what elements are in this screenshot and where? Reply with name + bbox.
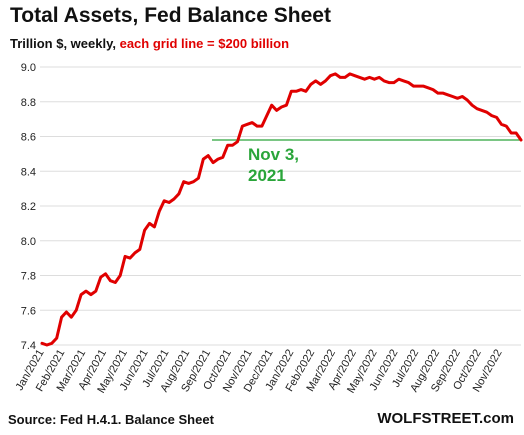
reference-label-line1: Nov 3, (248, 145, 299, 164)
y-tick-label: 8.4 (21, 166, 36, 178)
subtitle-prefix: Trillion $, weekly, (10, 36, 120, 51)
source-note: Source: Fed H.4.1. Balance Sheet (8, 412, 214, 427)
y-axis-ticks: 7.4 7.6 7.8 8.0 8.2 8.4 8.6 8.8 9.0 (21, 62, 36, 352)
x-axis-ticks: Jan/2021Feb/2021Mar/2021Apr/2021May/2021… (14, 348, 505, 396)
subtitle-grid-note: each grid line = $200 billion (119, 36, 290, 51)
grid-layer (40, 66, 521, 346)
y-tick-label: 8.8 (21, 97, 36, 109)
chart-subtitle: Trillion $, weekly, each grid line = $20… (10, 36, 289, 51)
series-line (40, 72, 523, 347)
y-tick-label: 7.4 (21, 340, 36, 352)
chart-title: Total Assets, Fed Balance Sheet (10, 4, 331, 27)
y-tick-label: 8.6 (21, 132, 36, 144)
reference-label-line2: 2021 (248, 166, 286, 185)
y-tick-label: 7.8 (21, 271, 36, 283)
y-tick-label: 8.0 (21, 236, 36, 248)
y-tick-label: 8.2 (21, 201, 36, 213)
reference-layer: Nov 3, 2021 (212, 139, 521, 185)
y-tick-label: 9.0 (21, 62, 36, 74)
series-layer (40, 72, 523, 347)
brand-label: WOLFSTREET.com (377, 410, 514, 427)
y-tick-label: 7.6 (21, 305, 36, 317)
